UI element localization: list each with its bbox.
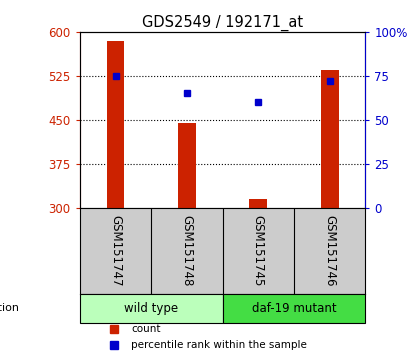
Text: percentile rank within the sample: percentile rank within the sample — [131, 340, 307, 350]
Bar — [107, 41, 124, 208]
Text: daf-19 mutant: daf-19 mutant — [252, 302, 336, 315]
Text: GSM151745: GSM151745 — [252, 215, 265, 286]
Bar — [249, 199, 267, 208]
Text: GSM151747: GSM151747 — [109, 215, 122, 286]
Text: count: count — [131, 324, 161, 334]
Text: GSM151746: GSM151746 — [323, 215, 336, 286]
Bar — [321, 70, 339, 208]
Bar — [223, 294, 365, 323]
Text: GSM151748: GSM151748 — [181, 215, 193, 286]
Title: GDS2549 / 192171_at: GDS2549 / 192171_at — [142, 14, 303, 30]
Text: genotype/variation: genotype/variation — [0, 303, 19, 313]
Bar — [178, 123, 196, 208]
Bar — [80, 294, 223, 323]
Text: wild type: wild type — [124, 302, 178, 315]
